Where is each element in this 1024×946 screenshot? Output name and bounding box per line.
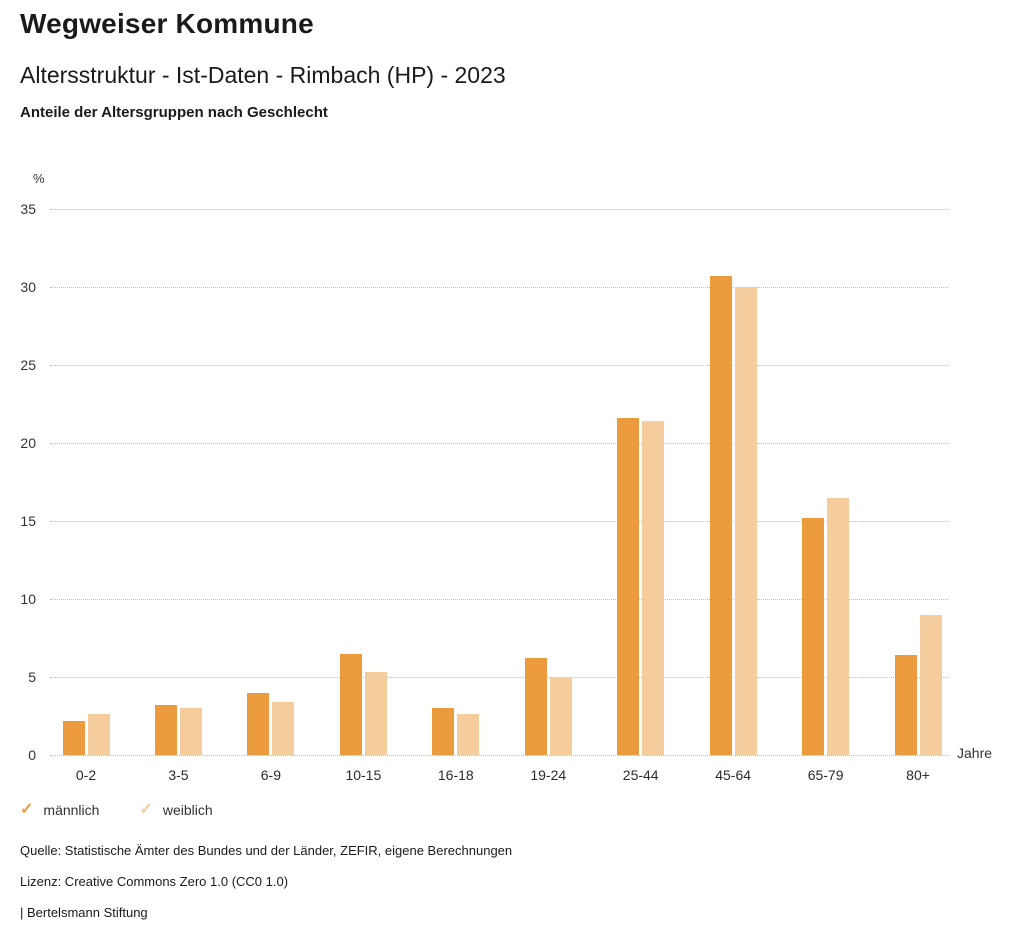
legend-label-weiblich: weiblich bbox=[162, 802, 213, 818]
x-axis-tick-label: 10-15 bbox=[345, 767, 382, 783]
x-axis-tick-label: 80+ bbox=[906, 767, 930, 783]
x-axis-tick-label: 6-9 bbox=[260, 767, 281, 783]
check-icon: ✓ bbox=[139, 801, 153, 818]
chart-legend: ✓ männlich ✓ weiblich bbox=[20, 801, 213, 819]
x-axis-tick-label: 0-2 bbox=[75, 767, 97, 783]
gridline bbox=[50, 599, 948, 600]
source-note: Quelle: Statistische Ämter des Bundes un… bbox=[20, 843, 513, 858]
bar-weiblich-0-2[interactable] bbox=[87, 714, 110, 755]
bar-weiblich-10-15[interactable] bbox=[364, 672, 387, 755]
y-axis-tick-label: 35 bbox=[20, 201, 36, 217]
x-axis-tick-label: 19-24 bbox=[530, 767, 567, 783]
bar-weiblich-3-5[interactable] bbox=[179, 708, 202, 755]
y-axis-tick-label: 25 bbox=[20, 357, 36, 373]
gridline bbox=[50, 365, 948, 366]
x-axis-tick-label: 45-64 bbox=[715, 767, 752, 783]
y-axis-unit-label: % bbox=[33, 171, 45, 186]
bar-weiblich-19-24[interactable] bbox=[549, 677, 572, 755]
bar-weiblich-16-18[interactable] bbox=[457, 714, 480, 755]
bar-männlich-6-9[interactable] bbox=[247, 692, 270, 755]
attribution-note: | Bertelsmann Stiftung bbox=[20, 905, 148, 920]
gridline bbox=[50, 287, 948, 288]
gridline bbox=[50, 755, 948, 756]
y-axis-tick-label: 5 bbox=[28, 669, 36, 685]
bar-männlich-25-44[interactable] bbox=[617, 418, 640, 755]
legend-item-weiblich[interactable]: ✓ weiblich bbox=[139, 801, 213, 819]
gridline bbox=[50, 209, 948, 210]
bar-männlich-45-64[interactable] bbox=[709, 276, 732, 755]
license-note: Lizenz: Creative Commons Zero 1.0 (CC0 1… bbox=[20, 874, 289, 889]
gridline bbox=[50, 521, 948, 522]
bar-weiblich-80+[interactable] bbox=[919, 614, 942, 755]
x-axis-tick-label: 25-44 bbox=[622, 767, 659, 783]
x-axis-tick-label: 16-18 bbox=[437, 767, 474, 783]
bar-männlich-10-15[interactable] bbox=[339, 653, 362, 755]
x-axis-tick-label: 65-79 bbox=[807, 767, 844, 783]
bar-männlich-3-5[interactable] bbox=[154, 705, 177, 755]
page-title: Wegweiser Kommune bbox=[20, 8, 314, 39]
bar-männlich-16-18[interactable] bbox=[432, 708, 455, 755]
bar-weiblich-45-64[interactable] bbox=[734, 287, 757, 755]
y-axis-tick-label: 30 bbox=[20, 279, 36, 295]
chart-subtitle: Altersstruktur - Ist-Daten - Rimbach (HP… bbox=[20, 62, 506, 88]
bar-weiblich-6-9[interactable] bbox=[272, 701, 295, 755]
y-axis-tick-label: 10 bbox=[20, 591, 36, 607]
x-axis-tick-label: 3-5 bbox=[168, 767, 189, 783]
gridline bbox=[50, 443, 948, 444]
plot-area: 0-2 3-5 6-9 10-15 16-18 19-24 25-44 45-64 65-79 8… bbox=[50, 209, 948, 783]
bar-weiblich-25-44[interactable] bbox=[642, 421, 665, 755]
y-axis-tick-label: 15 bbox=[20, 513, 36, 529]
legend-item-maennlich[interactable]: ✓ männlich bbox=[20, 801, 100, 819]
bar-männlich-0-2[interactable] bbox=[62, 720, 85, 755]
x-axis-unit-label: Jahre bbox=[957, 745, 993, 761]
y-axis-tick-label: 0 bbox=[28, 747, 36, 763]
gridline bbox=[50, 677, 948, 678]
legend-label-maennlich: männlich bbox=[43, 802, 100, 818]
check-icon: ✓ bbox=[20, 801, 34, 818]
bar-männlich-65-79[interactable] bbox=[802, 517, 825, 755]
chart-section-heading: Anteile der Altersgruppen nach Geschlech… bbox=[20, 104, 328, 121]
bar-weiblich-65-79[interactable] bbox=[827, 497, 850, 755]
bar-männlich-80+[interactable] bbox=[894, 655, 917, 755]
y-axis-tick-label: 20 bbox=[20, 435, 36, 451]
bar-männlich-19-24[interactable] bbox=[524, 658, 547, 755]
